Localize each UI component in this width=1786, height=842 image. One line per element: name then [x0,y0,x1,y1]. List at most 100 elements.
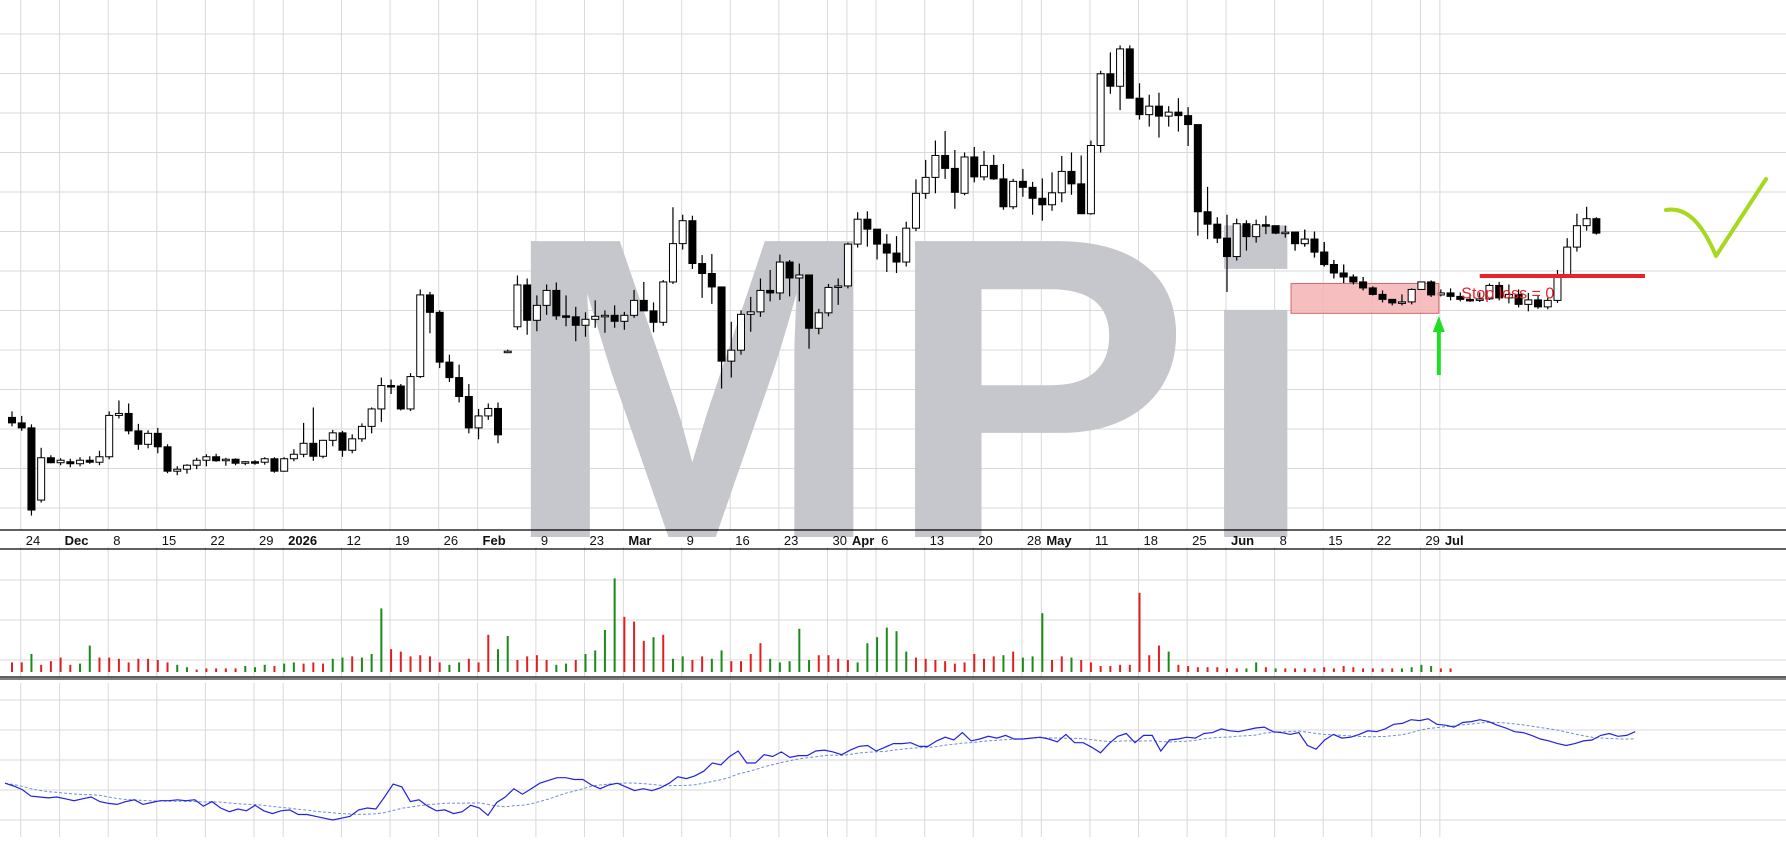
x-tick-label: 15 [1328,533,1342,548]
candle-body [464,395,473,429]
candle-body [1086,145,1095,215]
candle-body [610,314,619,322]
candle-body [1096,73,1105,147]
candle-body [289,453,298,460]
candle-body [698,263,707,274]
x-tick-label: 25 [1192,533,1206,548]
candle-body [795,274,804,279]
candle-body [649,310,658,323]
candle-body [785,261,794,279]
candle-body [1193,124,1202,213]
candle-body [902,227,911,263]
candle-body [1475,298,1484,301]
checkmark-stroke [1664,177,1768,258]
panel-borders [0,529,1786,680]
candle-body [1048,192,1057,206]
candle-body [581,318,590,326]
candle-body [1417,281,1426,290]
x-tick-label: 15 [162,533,176,548]
candle-body [834,285,843,288]
candle-body [280,458,289,472]
candle-body [843,243,852,287]
watermark-text: MPi [500,149,1320,629]
candle-body [620,314,629,322]
candle-body [299,442,308,455]
candle-body [1446,292,1455,297]
checkmark-icon [1664,177,1768,258]
candle-body [406,376,415,410]
candle-body [1368,287,1377,295]
candle-body [76,459,85,465]
candle-body [600,314,609,318]
candle-body [1018,180,1027,188]
x-tick-label: 6 [881,533,888,548]
candle-body [182,464,191,470]
candle-body [445,361,454,379]
candle-body [1495,284,1504,299]
candle-body [494,407,502,436]
candle-body [1213,223,1222,239]
candle-body [746,311,755,315]
x-tick-label: 11 [1095,533,1109,548]
candle-body [1154,105,1163,117]
x-tick-label: 30 [832,533,846,548]
candle-body [1261,224,1270,227]
candle-body [542,289,551,306]
candle-body [435,311,444,363]
candle-body [717,286,726,362]
candle-body [678,220,687,245]
x-tick-label: 24 [26,533,40,548]
candle-body [1320,251,1329,266]
x-tick-label: Feb [483,533,506,548]
candle-body [1291,231,1300,245]
candle-body [1407,288,1416,303]
candle-body [319,439,328,457]
candle-body [921,176,930,194]
candle-body [1106,73,1115,87]
candle-body [756,289,765,313]
candle-body [17,422,26,429]
candle-body [241,461,250,464]
candle-body [1271,225,1280,234]
candle-body [999,178,1008,208]
indicator-line [4,718,1636,821]
volume-bars [11,578,1452,672]
x-tick-label: 13 [930,533,944,548]
candle-body [144,432,153,445]
candle-body [1242,223,1251,238]
x-tick-label: 23 [589,533,603,548]
stop-loss-label: Stop loss = 0 [1461,285,1554,302]
candle-body [873,228,882,245]
candle-body [37,457,46,501]
candle-body [1388,298,1397,304]
candle-body [1281,231,1290,235]
candle-body [571,316,580,326]
indicator-moving-average [4,721,1636,815]
candle-body [416,294,425,378]
candle-body [1009,180,1018,208]
candle-body [532,304,541,321]
x-tick-label: 18 [1144,533,1158,548]
candle-body [630,299,639,316]
candle-body [1329,264,1338,274]
candle-body [114,412,123,416]
candle-body [882,243,891,254]
candle-body [1174,111,1183,117]
candle-body [163,446,172,472]
candle-body [970,156,979,178]
candle-body [1300,238,1309,245]
x-tick-label: 8 [1280,533,1287,548]
candle-body [1038,197,1047,206]
candle-body [328,432,337,441]
candle-body [56,459,65,464]
x-tick-label: 19 [395,533,409,548]
x-tick-label: 29 [1425,533,1439,548]
candle-body [124,412,133,432]
candle-body [309,442,318,457]
candle-body [1466,298,1474,302]
candle-body [202,456,211,461]
x-tick-label: 26 [444,533,458,548]
